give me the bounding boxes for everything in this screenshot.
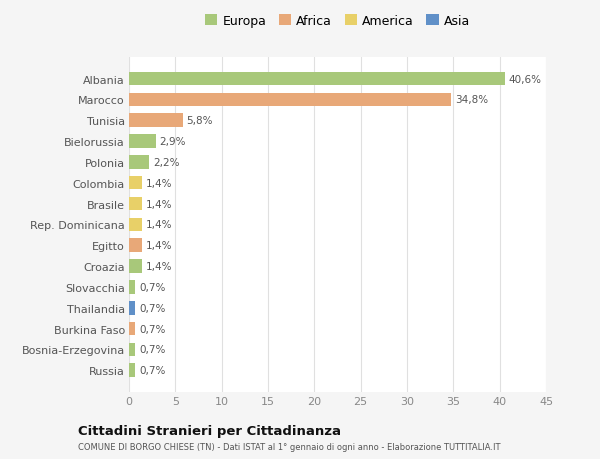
Text: 1,4%: 1,4% — [146, 179, 172, 188]
Bar — [129, 218, 142, 232]
Text: 0,7%: 0,7% — [139, 365, 166, 375]
Text: 40,6%: 40,6% — [509, 74, 542, 84]
Bar — [129, 301, 136, 315]
Text: 2,9%: 2,9% — [160, 137, 186, 147]
Bar — [129, 239, 142, 252]
Bar — [129, 156, 149, 169]
Bar — [129, 135, 156, 149]
Text: 0,7%: 0,7% — [139, 345, 166, 355]
Bar — [129, 364, 136, 377]
Bar — [129, 343, 136, 357]
Text: COMUNE DI BORGO CHIESE (TN) - Dati ISTAT al 1° gennaio di ogni anno - Elaborazio: COMUNE DI BORGO CHIESE (TN) - Dati ISTAT… — [78, 442, 500, 451]
Text: 0,7%: 0,7% — [139, 324, 166, 334]
Bar — [129, 260, 142, 273]
Bar — [129, 177, 142, 190]
Text: 1,4%: 1,4% — [146, 262, 172, 271]
Text: 1,4%: 1,4% — [146, 220, 172, 230]
Text: 1,4%: 1,4% — [146, 199, 172, 209]
Bar — [129, 93, 451, 107]
Text: 5,8%: 5,8% — [187, 116, 213, 126]
Bar — [129, 197, 142, 211]
Text: 2,2%: 2,2% — [153, 157, 179, 168]
Legend: Europa, Africa, America, Asia: Europa, Africa, America, Asia — [200, 10, 475, 33]
Text: 1,4%: 1,4% — [146, 241, 172, 251]
Text: 0,7%: 0,7% — [139, 282, 166, 292]
Text: 0,7%: 0,7% — [139, 303, 166, 313]
Bar — [129, 322, 136, 336]
Bar — [129, 114, 183, 128]
Text: 34,8%: 34,8% — [455, 95, 488, 105]
Text: Cittadini Stranieri per Cittadinanza: Cittadini Stranieri per Cittadinanza — [78, 425, 341, 437]
Bar — [129, 73, 505, 86]
Bar — [129, 280, 136, 294]
